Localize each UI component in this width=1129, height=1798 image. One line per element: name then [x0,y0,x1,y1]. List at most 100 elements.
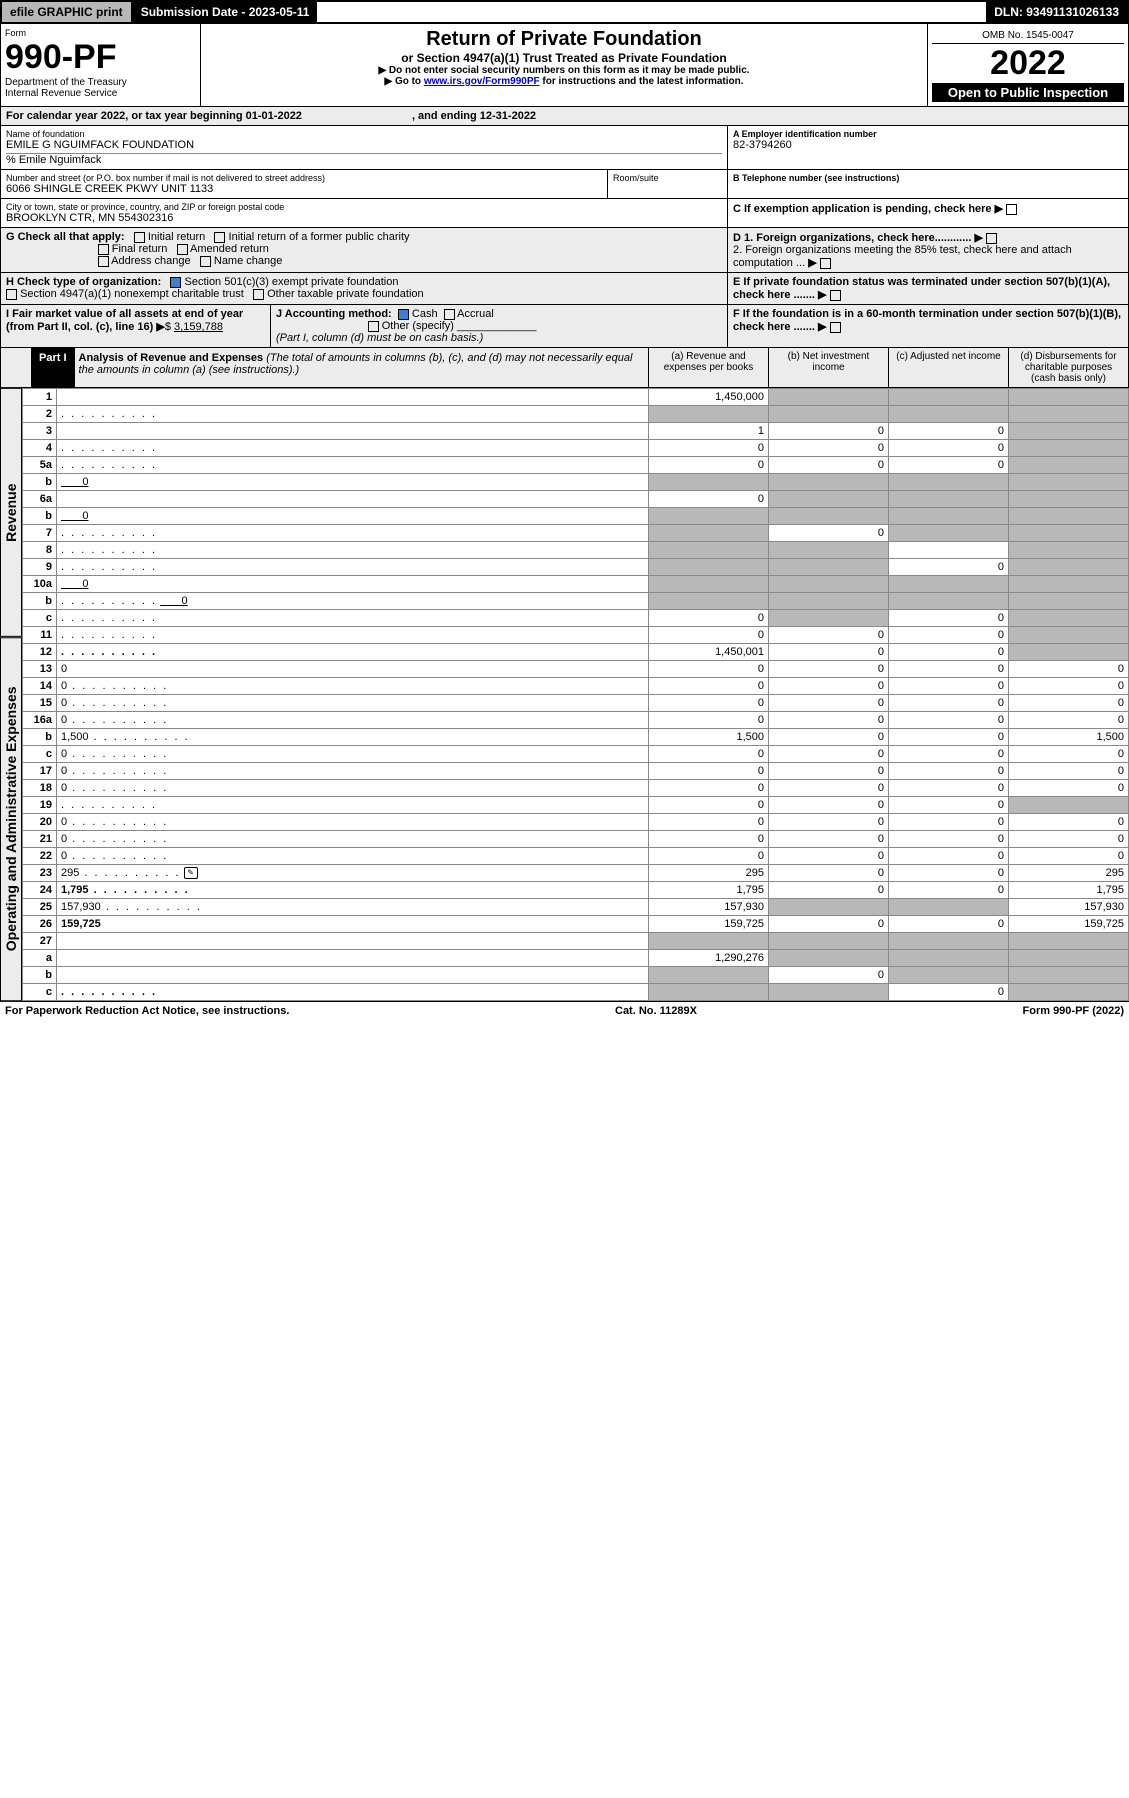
col-b: 0 [769,440,889,457]
col-a: 0 [649,491,769,508]
col-c: 0 [889,780,1009,797]
table-row: b 0 [23,593,1129,610]
f-checkbox[interactable] [830,322,841,333]
col-b: 0 [769,831,889,848]
row-desc [57,950,649,967]
table-row: 6a0 [23,491,1129,508]
col-a [649,474,769,491]
ein-label: A Employer identification number [733,129,1123,139]
city: BROOKLYN CTR, MN 554302316 [6,212,722,224]
g5-checkbox[interactable] [98,256,109,267]
col-c: 0 [889,916,1009,933]
h3-checkbox[interactable] [253,289,264,300]
table-row: b0 [23,967,1129,984]
col-b [769,610,889,627]
col-c [889,508,1009,525]
row-desc [57,984,649,1001]
col-d: 295 [1009,865,1129,882]
col-c [889,593,1009,610]
attachment-icon[interactable]: ✎ [184,867,198,879]
row-num: 14 [23,678,57,695]
col-c: 0 [889,559,1009,576]
ein: 82-3794260 [733,139,1123,151]
col-b [769,576,889,593]
col-a [649,406,769,423]
row-desc: 0 [57,848,649,865]
table-row: 23295 ✎29500295 [23,865,1129,882]
table-row: 4000 [23,440,1129,457]
form-header: Form 990-PF Department of the Treasury I… [0,24,1129,107]
topbar: efile GRAPHIC print Submission Date - 20… [0,0,1129,24]
d1-checkbox[interactable] [986,233,997,244]
j2-checkbox[interactable] [444,309,455,320]
col-c [889,967,1009,984]
e-checkbox[interactable] [830,290,841,301]
table-row: 1300000 [23,661,1129,678]
col-c: 0 [889,865,1009,882]
d2-checkbox[interactable] [820,258,831,269]
col-d: 1,795 [1009,882,1129,899]
row-num: 18 [23,780,57,797]
table-row: 121,450,00100 [23,644,1129,661]
col-d [1009,593,1129,610]
col-a: 157,930 [649,899,769,916]
col-b-hdr: (b) Net investment income [768,348,888,387]
h2-checkbox[interactable] [6,289,17,300]
row-num: 23 [23,865,57,882]
row-num: b [23,729,57,746]
col-c [889,950,1009,967]
h-e-row: H Check type of organization: Section 50… [0,273,1129,305]
col-b: 0 [769,916,889,933]
col-d [1009,950,1129,967]
col-d [1009,389,1129,406]
col-d [1009,423,1129,440]
row-num: 4 [23,440,57,457]
c-checkbox[interactable] [1006,204,1017,215]
g3-checkbox[interactable] [98,244,109,255]
name-ein-row: Name of foundation EMILE G NGUIMFACK FOU… [0,126,1129,170]
col-c [889,542,1009,559]
j3-checkbox[interactable] [368,321,379,332]
col-d [1009,984,1129,1001]
col-c [889,389,1009,406]
row-desc: 0 [57,831,649,848]
table-row: 26159,725159,72500159,725 [23,916,1129,933]
irs: Internal Revenue Service [5,88,196,99]
row-desc [57,627,649,644]
col-c: 0 [889,644,1009,661]
g4-checkbox[interactable] [177,244,188,255]
j1-checkbox[interactable] [398,309,409,320]
header-right: OMB No. 1545-0047 2022 Open to Public In… [928,24,1128,106]
col-c [889,525,1009,542]
col-b [769,593,889,610]
g1-checkbox[interactable] [134,232,145,243]
row-num: 9 [23,559,57,576]
efile-print-button[interactable]: efile GRAPHIC print [2,2,133,22]
col-a: 1,795 [649,882,769,899]
row-desc: 0 [57,763,649,780]
row-num: 12 [23,644,57,661]
col-c: 0 [889,440,1009,457]
row-desc: 0 [57,593,649,610]
col-b [769,559,889,576]
dept: Department of the Treasury [5,77,196,88]
row-num: 8 [23,542,57,559]
col-b: 0 [769,627,889,644]
instructions-link[interactable]: www.irs.gov/Form990PF [424,76,540,87]
col-c: 0 [889,763,1009,780]
col-a: 1,500 [649,729,769,746]
col-a [649,967,769,984]
g2-checkbox[interactable] [214,232,225,243]
g6-checkbox[interactable] [200,256,211,267]
col-b: 0 [769,729,889,746]
c-label: C If exemption application is pending, c… [733,203,992,215]
col-b: 0 [769,746,889,763]
row-num: 11 [23,627,57,644]
col-c: 0 [889,882,1009,899]
col-c: 0 [889,729,1009,746]
h1-checkbox[interactable] [170,277,181,288]
row-num: 25 [23,899,57,916]
col-d: 0 [1009,678,1129,695]
col-b: 0 [769,763,889,780]
part1-title: Analysis of Revenue and Expenses [79,352,264,364]
